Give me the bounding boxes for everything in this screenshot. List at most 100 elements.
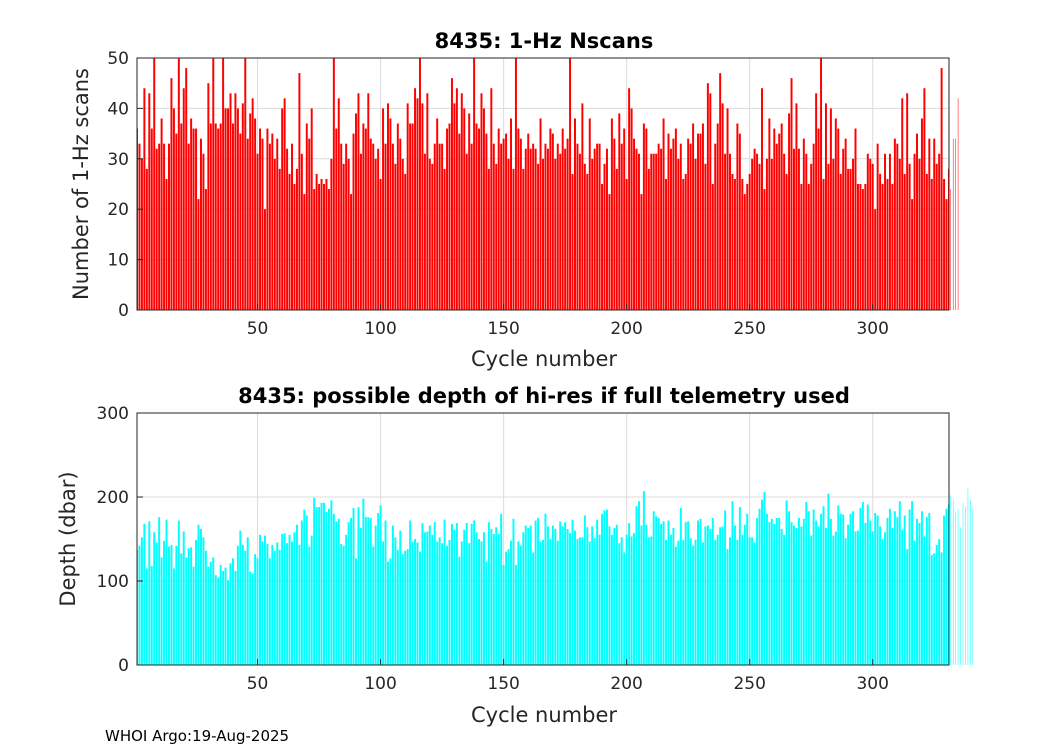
bar (950, 189, 951, 310)
bar (618, 543, 621, 665)
bar (293, 532, 296, 665)
bar (645, 524, 648, 665)
bar (559, 153, 562, 310)
bar (647, 168, 650, 310)
bar (140, 158, 143, 310)
bar (468, 113, 471, 310)
bar (869, 158, 872, 310)
bar (605, 148, 608, 310)
bar (869, 520, 872, 665)
bar (746, 184, 749, 310)
bar (802, 518, 805, 665)
bar (283, 533, 286, 665)
bar (448, 539, 451, 665)
bar (327, 508, 330, 665)
bar (490, 528, 493, 665)
bar (581, 537, 584, 665)
bar (231, 558, 234, 665)
bar (957, 98, 959, 310)
bar (812, 509, 815, 665)
y-tick-label: 0 (118, 301, 129, 321)
bar (478, 128, 481, 310)
bar (765, 513, 768, 665)
bar (190, 547, 193, 665)
bar (817, 128, 820, 310)
bar (308, 138, 311, 310)
bar (276, 138, 279, 310)
bar (492, 143, 495, 310)
bar (753, 148, 756, 310)
bar (492, 533, 495, 665)
bar (251, 98, 254, 310)
bar (209, 561, 212, 665)
bar (549, 539, 552, 665)
bar (202, 153, 205, 310)
bar (694, 158, 697, 310)
bar (244, 58, 247, 310)
bar (822, 178, 825, 310)
bar (386, 561, 389, 665)
bar (721, 526, 724, 665)
bar (485, 561, 488, 665)
bar (330, 500, 333, 665)
bar (487, 168, 490, 310)
bar (817, 526, 820, 665)
bar (163, 540, 166, 665)
y-axis-label: Number of 1-Hz scans (69, 68, 93, 300)
bar (305, 515, 308, 665)
bar (938, 539, 941, 665)
bar (797, 518, 800, 665)
bar (839, 173, 842, 310)
bar (576, 539, 579, 665)
bar (291, 143, 294, 310)
bar (960, 527, 961, 665)
bar (532, 552, 535, 665)
bar (519, 138, 522, 310)
bar (389, 558, 392, 665)
bar (797, 148, 800, 310)
bar (866, 504, 869, 665)
bar (716, 534, 719, 665)
bar (635, 148, 638, 310)
bar (441, 543, 444, 665)
bar (315, 507, 318, 665)
bar (930, 554, 933, 665)
x-tick-label: 200 (610, 674, 642, 694)
bar (613, 528, 616, 665)
bar (510, 118, 512, 310)
bar (623, 128, 626, 310)
bar (788, 113, 791, 310)
bar (217, 577, 220, 665)
bar (788, 511, 791, 665)
bar (195, 539, 198, 665)
bar (153, 532, 156, 665)
bar (234, 570, 237, 665)
bar (529, 525, 532, 665)
bar (925, 517, 928, 665)
bar (246, 138, 249, 310)
x-tick-label: 300 (856, 674, 888, 694)
bar (465, 153, 468, 310)
bar (298, 73, 301, 311)
bar (209, 123, 212, 311)
bar (770, 518, 773, 665)
bar (145, 168, 148, 310)
bar (286, 148, 289, 310)
bar (369, 138, 372, 310)
bar (706, 525, 709, 665)
bar (721, 103, 724, 310)
bar (379, 178, 382, 310)
bar (571, 173, 574, 310)
bar (364, 128, 367, 310)
bar (281, 533, 284, 665)
bar (546, 148, 549, 310)
bar (674, 546, 677, 665)
bar (751, 158, 754, 310)
bar (615, 168, 618, 310)
y-axis-label: Depth (dbar) (56, 471, 80, 606)
bar (327, 189, 330, 310)
bar (522, 168, 525, 310)
bar (514, 58, 517, 310)
bar (719, 527, 722, 665)
bar (163, 143, 166, 310)
